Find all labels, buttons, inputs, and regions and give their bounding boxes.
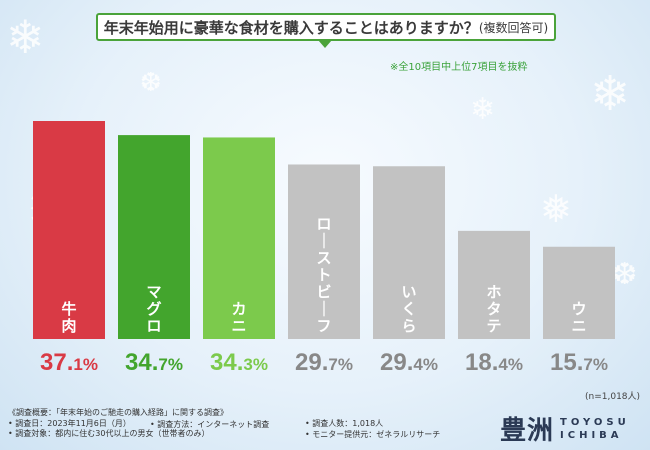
- bar-3: [288, 164, 360, 339]
- chart-title: 年末年始用に豪華な食材を購入することはありますか？ (複数回答可): [96, 13, 556, 41]
- survey-title: 《調査概要：「年末年始のご馳走の購入経路」に関する調査》: [8, 408, 228, 417]
- value-label-3: 29.7%: [295, 349, 353, 376]
- snowflake-icon: ❅: [540, 187, 572, 231]
- bar-2: [203, 137, 275, 339]
- survey-details-right: • 調査人数：1,018人 • モニター提供元：ゼネラルリサーチ: [305, 419, 440, 440]
- survey-target: • 調査対象：都内に住む30代以上の男女（世帯者のみ）: [8, 429, 210, 438]
- bar-6: [543, 246, 615, 339]
- sample-size: (n=1,018人): [585, 392, 641, 402]
- value-label-0: 37.1%: [40, 349, 98, 376]
- category-label-3: ロ｜ストビ｜フ: [316, 215, 331, 335]
- snowflake-icon: ❄: [470, 92, 496, 127]
- title-suffix: (複数回答可): [478, 20, 549, 35]
- snowflake-icon: ❄: [6, 10, 45, 64]
- value-label-6: 15.7%: [550, 349, 608, 376]
- logo-line2: ICHIBA: [560, 429, 623, 441]
- survey-summary: 《調査概要：「年末年始のご馳走の購入経路」に関する調査》 • 調査日：2023年…: [8, 408, 228, 440]
- snowflake-icon: ❄: [590, 66, 631, 122]
- bar-5: [458, 230, 530, 339]
- category-label-6: ウニ: [571, 300, 586, 335]
- bar-1: [118, 135, 190, 339]
- category-label-0: 牛肉: [61, 300, 76, 335]
- survey-count: • 調査人数：1,018人: [305, 419, 384, 428]
- toyosu-ichiba-logo: 豊洲 TOYOSU ICHIBA: [500, 410, 630, 447]
- bar-4: [373, 166, 445, 339]
- survey-provider: • モニター提供元：ゼネラルリサーチ: [305, 429, 441, 439]
- value-label-5: 18.4%: [465, 349, 523, 376]
- category-label-2: カニ: [231, 300, 246, 335]
- snowflake-icon: ❆: [612, 257, 638, 292]
- category-label-4: いくら: [401, 283, 416, 335]
- snowflake-icon: ❆: [140, 68, 162, 98]
- value-label-4: 29.4%: [380, 349, 438, 376]
- survey-method: • 調査方法：インターネット調査: [150, 420, 270, 429]
- value-label-2: 34.3%: [210, 349, 268, 376]
- category-label-1: マグロ: [146, 283, 161, 335]
- chart-note: ※全10項目中上位7項目を抜粋: [390, 62, 528, 73]
- logo-kanji: 豊洲: [500, 416, 555, 446]
- value-label-1: 34.7%: [125, 349, 183, 376]
- survey-date: • 調査日：2023年11月6日（月）: [8, 418, 131, 428]
- logo-line1: TOYOSU: [560, 416, 630, 428]
- title-main: 年末年始用に豪華な食材を購入することはありますか？: [103, 18, 479, 37]
- title-pointer: [318, 40, 332, 48]
- category-label-5: ホタテ: [486, 283, 501, 335]
- bar-0: [33, 121, 105, 339]
